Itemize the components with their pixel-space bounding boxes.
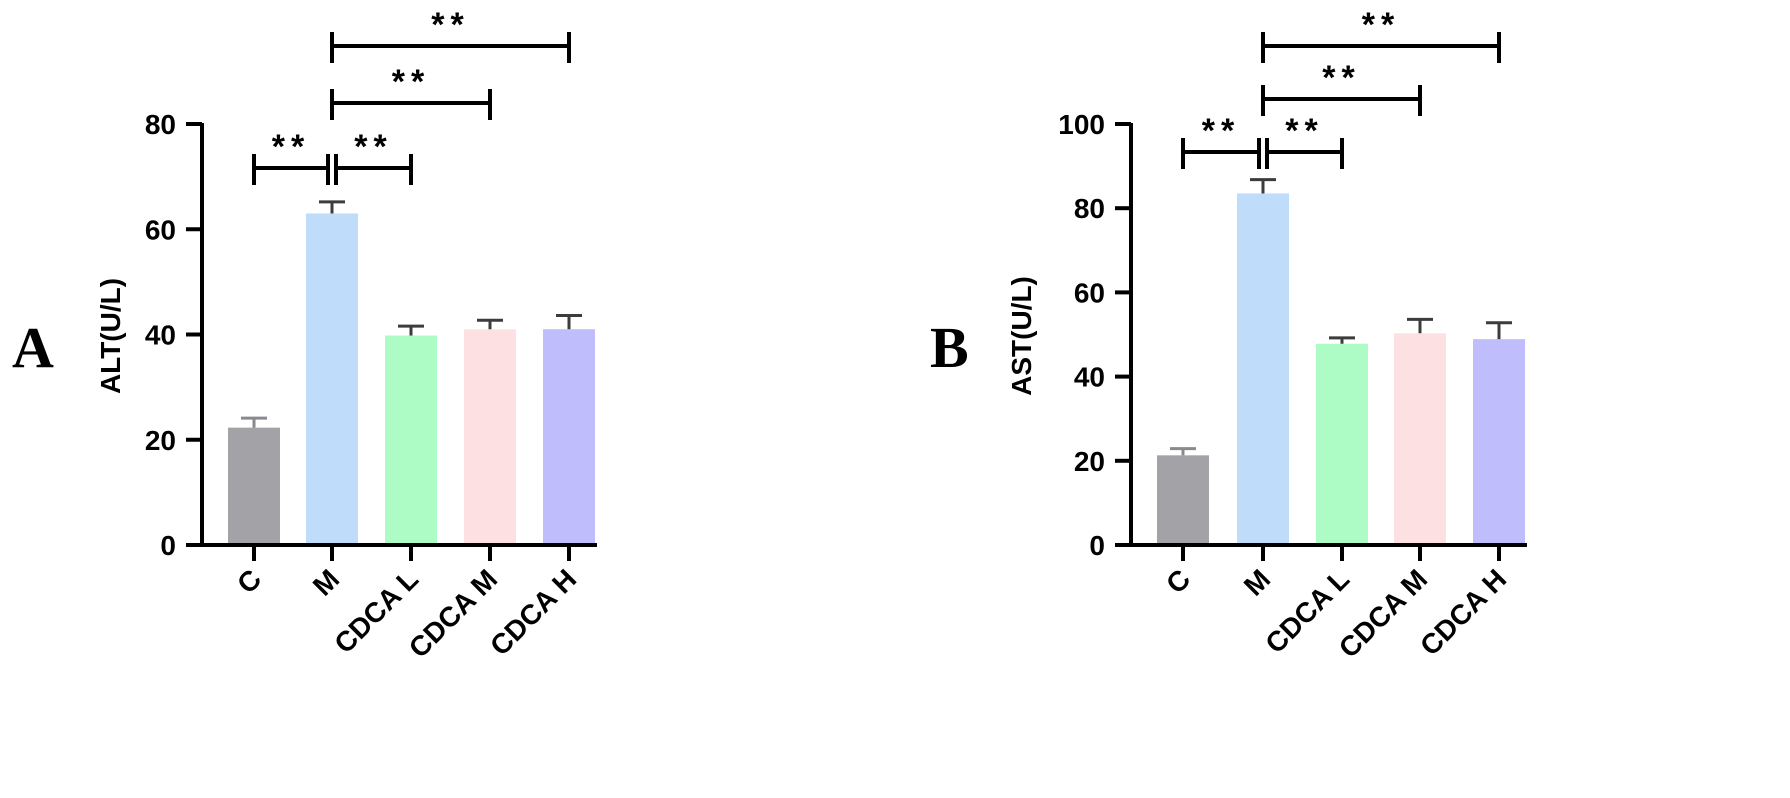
significance-bracket: ** xyxy=(334,128,413,185)
y-tick-label: 0 xyxy=(1089,530,1105,561)
x-tick-label: M xyxy=(307,563,345,601)
significance-stars: ** xyxy=(431,6,469,44)
panel-letter: A xyxy=(12,315,54,380)
significance-stars: ** xyxy=(392,63,430,101)
bar-cdca-m xyxy=(1394,333,1446,545)
bar-cdca-h xyxy=(1473,339,1525,545)
significance-bracket: ** xyxy=(330,63,492,120)
bar-m xyxy=(306,213,358,545)
significance-stars: ** xyxy=(1285,112,1323,150)
x-tick-label: M xyxy=(1238,563,1276,601)
significance-bracket: ** xyxy=(1261,59,1422,116)
significance-bracket: ** xyxy=(1261,6,1501,63)
significance-bracket: ** xyxy=(1181,112,1261,169)
bar-cdca-l xyxy=(385,335,437,545)
panel-letter: B xyxy=(930,315,969,380)
significance-stars: ** xyxy=(1322,59,1360,97)
significance-bracket: ** xyxy=(330,6,571,63)
significance-bracket: ** xyxy=(1265,112,1344,169)
y-tick-label: 60 xyxy=(145,214,176,245)
x-tick-label: CDCA H xyxy=(484,563,582,661)
bar-cdca-h xyxy=(543,329,595,545)
y-tick-label: 100 xyxy=(1058,109,1105,140)
x-tick-label: CDCA M xyxy=(403,563,503,663)
y-tick-label: 80 xyxy=(145,109,176,140)
significance-stars: ** xyxy=(272,128,310,166)
y-tick-label: 20 xyxy=(145,425,176,456)
y-axis-label: AST(U/L) xyxy=(1006,276,1037,396)
x-tick-label: CDCA H xyxy=(1414,563,1512,661)
y-tick-label: 20 xyxy=(1074,446,1105,477)
significance-stars: ** xyxy=(1362,6,1400,44)
significance-bracket: ** xyxy=(252,128,330,185)
bar-cdca-m xyxy=(464,329,516,545)
bar-cdca-l xyxy=(1316,343,1368,545)
y-tick-label: 40 xyxy=(1074,362,1105,393)
bar-m xyxy=(1237,193,1289,545)
y-tick-label: 60 xyxy=(1074,277,1105,308)
y-tick-label: 40 xyxy=(145,320,176,351)
x-tick-label: C xyxy=(1160,563,1196,599)
significance-stars: ** xyxy=(354,128,392,166)
y-axis-label: ALT(U/L) xyxy=(95,278,126,394)
x-tick-label: C xyxy=(231,563,267,599)
bar-c xyxy=(228,427,280,545)
y-tick-label: 0 xyxy=(160,530,176,561)
y-tick-label: 80 xyxy=(1074,193,1105,224)
bar-c xyxy=(1157,455,1209,545)
significance-stars: ** xyxy=(1202,112,1240,150)
